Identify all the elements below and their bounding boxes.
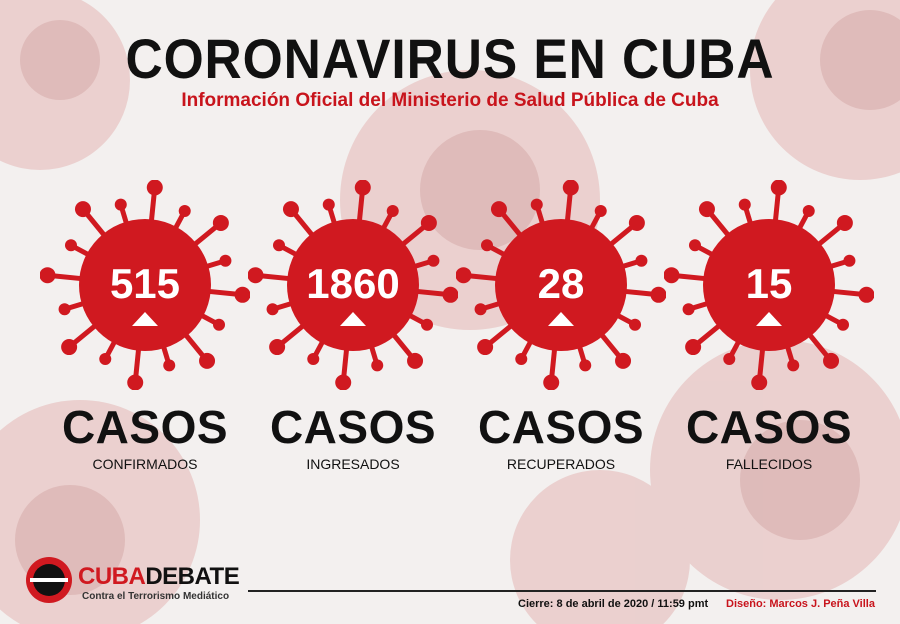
stat-label: CASOS: [269, 401, 437, 453]
stat-confirmados: 515 CASOS CONFIRMADOS: [40, 180, 250, 480]
footer-cierre: Cierre: 8 de abril de 2020 / 11:59 pmt: [518, 598, 709, 610]
footer-divider: [248, 590, 876, 592]
stat-sublabel: FALLECIDOS: [725, 456, 813, 472]
stat-number: 28: [537, 260, 585, 307]
stat-sublabel: INGRESADOS: [306, 456, 400, 472]
up-arrow-icon: [756, 312, 782, 326]
stat-label: CASOS: [61, 401, 229, 453]
logo-brand-b: DEBATE: [145, 563, 240, 590]
virus-icon: [40, 180, 250, 390]
virus-icon: [456, 180, 666, 390]
stat-recuperados: 28 CASOS RECUPERADOS: [456, 180, 666, 480]
stat-sublabel: RECUPERADOS: [506, 456, 616, 472]
stat-number: 1860: [306, 260, 400, 307]
up-arrow-icon: [340, 312, 366, 326]
logo-brand-a: CUBA: [78, 563, 146, 590]
stat-fallecidos: 15 CASOS FALLECIDOS: [664, 180, 874, 480]
footer-credit: Diseño: Marcos J. Peña Villa: [726, 598, 875, 610]
stat-number: 15: [745, 260, 793, 307]
up-arrow-icon: [132, 312, 158, 326]
page-subtitle: Información Oficial del Ministerio de Sa…: [181, 90, 719, 111]
stat-label: CASOS: [477, 401, 645, 453]
logo-tagline: Contra el Terrorismo Mediático: [82, 591, 230, 602]
virus-icon: [248, 180, 458, 390]
virus-icon: [664, 180, 874, 390]
stat-label: CASOS: [685, 401, 853, 453]
up-arrow-icon: [548, 312, 574, 326]
page-title: CORONAVIRUS EN CUBA: [125, 27, 775, 90]
stat-sublabel: CONFIRMADOS: [92, 456, 198, 472]
stat-number: 515: [109, 260, 181, 307]
stat-ingresados: 1860 CASOS INGRESADOS: [248, 180, 458, 480]
logo-wordmark: CUBADEBATE: [78, 563, 240, 591]
cubadebate-logo-icon: [26, 557, 72, 603]
